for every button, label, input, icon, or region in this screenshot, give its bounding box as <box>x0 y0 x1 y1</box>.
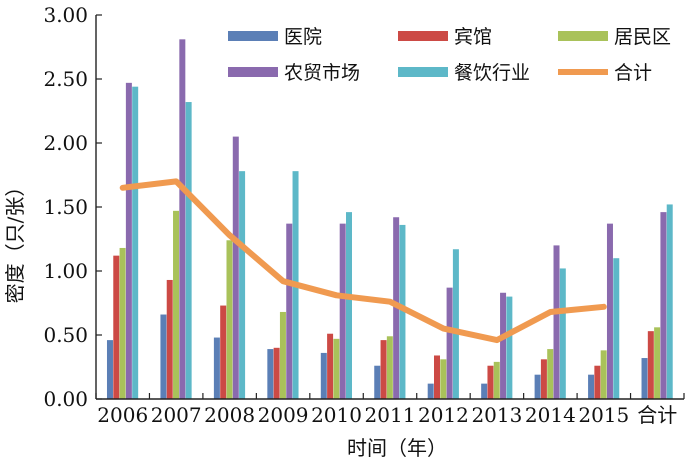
bar-s3-2006 <box>126 83 132 399</box>
legend-label: 宾馆 <box>454 26 492 48</box>
bar-s1-2010 <box>327 334 333 399</box>
bar-s1-2012 <box>434 355 440 399</box>
bar-s0-2012 <box>428 384 434 399</box>
x-axis-title: 时间（年） <box>347 436 447 460</box>
bar-s4-合计 <box>667 204 673 399</box>
x-tick-label: 合计 <box>637 403 677 427</box>
legend-label: 合计 <box>614 62 652 84</box>
bar-s0-2006 <box>107 340 113 399</box>
bar-s4-2006 <box>132 87 138 399</box>
bar-s1-2007 <box>167 280 173 399</box>
legend-item-3: 农贸市场 <box>228 62 360 84</box>
x-tick-label: 2009 <box>258 403 309 427</box>
bar-s4-2014 <box>560 268 566 399</box>
bar-s2-2008 <box>226 240 232 399</box>
bar-s0-2010 <box>321 353 327 399</box>
legend-item-4: 餐饮行业 <box>398 62 530 84</box>
bar-s3-2015 <box>607 224 613 399</box>
y-axis-title: 密度（只/张） <box>3 177 27 304</box>
x-tick-label: 2015 <box>578 403 629 427</box>
legend-swatch <box>558 31 608 41</box>
bar-s1-2008 <box>220 306 226 399</box>
total-line-group <box>123 181 604 340</box>
y-tick-label: 2.00 <box>43 131 88 155</box>
bar-s2-2011 <box>387 336 393 399</box>
x-tick-label: 2012 <box>418 403 469 427</box>
bar-s3-2014 <box>554 245 560 399</box>
y-tick-label: 1.50 <box>43 195 88 219</box>
total-line <box>123 181 604 340</box>
bar-s3-2013 <box>500 293 506 399</box>
x-tick-label: 2010 <box>311 403 362 427</box>
legend-label: 居民区 <box>614 26 671 48</box>
bar-s4-2013 <box>506 297 512 399</box>
legend-item-1: 宾馆 <box>398 26 492 48</box>
bar-s3-2007 <box>179 39 185 399</box>
bar-s0-2015 <box>588 375 594 399</box>
bar-s1-2011 <box>381 340 387 399</box>
bar-s3-2012 <box>447 288 453 399</box>
legend-item-2: 居民区 <box>558 26 671 48</box>
bar-s3-2008 <box>233 137 239 399</box>
bar-s0-合计 <box>642 358 648 399</box>
bar-s3-2010 <box>340 224 346 399</box>
bars-group <box>107 39 673 399</box>
bar-s3-2009 <box>286 224 292 399</box>
bar-s1-2006 <box>113 256 119 399</box>
legend-item-0: 医院 <box>228 26 322 48</box>
bar-s0-2013 <box>481 384 487 399</box>
y-tick-label: 0.00 <box>43 387 88 411</box>
bar-s0-2008 <box>214 338 220 399</box>
bar-s2-2006 <box>120 248 126 399</box>
legend-swatch <box>398 31 448 41</box>
bar-s2-2009 <box>280 312 286 399</box>
y-tick-label: 0.50 <box>43 323 88 347</box>
legend-label: 餐饮行业 <box>454 62 530 84</box>
bar-s2-2015 <box>601 350 607 399</box>
x-tick-label: 2013 <box>471 403 522 427</box>
x-tick-label: 2011 <box>365 403 416 427</box>
y-tick-label: 1.00 <box>43 259 88 283</box>
y-tick-label: 3.00 <box>43 3 88 27</box>
y-tick-label: 2.50 <box>43 67 88 91</box>
bar-s2-2014 <box>547 349 553 399</box>
bar-s4-2015 <box>613 258 619 399</box>
legend-item-5: 合计 <box>558 62 652 84</box>
bar-s1-合计 <box>648 331 654 399</box>
bar-s0-2007 <box>160 315 166 399</box>
bar-s3-合计 <box>660 212 666 399</box>
bar-s2-2007 <box>173 211 179 399</box>
legend-swatch <box>228 67 278 77</box>
bar-s2-合计 <box>654 327 660 399</box>
x-tick-label: 2008 <box>204 403 255 427</box>
bar-s1-2013 <box>487 366 493 399</box>
legend-swatch <box>228 31 278 41</box>
x-tick-label: 2007 <box>151 403 202 427</box>
legend-swatch <box>398 67 448 77</box>
bar-s0-2014 <box>535 375 541 399</box>
bar-s0-2009 <box>267 349 273 399</box>
bar-s2-2013 <box>494 362 500 399</box>
bar-s1-2015 <box>594 366 600 399</box>
bar-s0-2011 <box>374 366 380 399</box>
x-tick-label: 2006 <box>97 403 148 427</box>
bar-s4-2010 <box>346 212 352 399</box>
bar-s4-2007 <box>186 102 192 399</box>
bar-s4-2012 <box>453 249 459 399</box>
bar-s1-2014 <box>541 359 547 399</box>
legend-label: 医院 <box>284 26 322 48</box>
x-tick-label: 2014 <box>525 403 576 427</box>
bar-s2-2012 <box>440 359 446 399</box>
legend-label: 农贸市场 <box>284 62 360 84</box>
bar-s2-2010 <box>333 339 339 399</box>
bar-s1-2009 <box>274 348 280 399</box>
bar-s4-2008 <box>239 171 245 399</box>
